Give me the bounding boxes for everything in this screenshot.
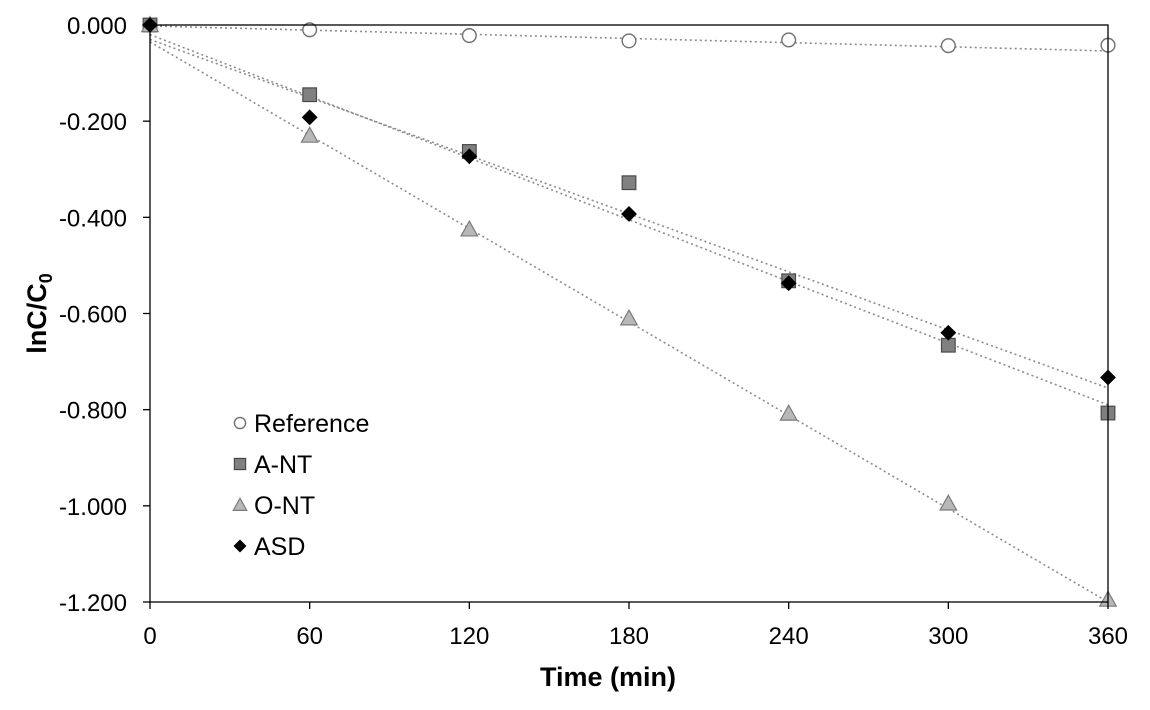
x-tick-label: 180 [609,623,649,650]
data-point-o-nt [619,308,639,326]
legend-marker-a-nt [233,457,247,471]
data-point-a-nt [621,175,637,191]
data-point-reference [940,38,956,54]
legend-label-a-nt: A-NT [254,451,312,479]
data-point-reference [621,33,637,49]
data-point-asd [621,206,637,222]
data-point-asd [940,324,957,341]
x-tick-label: 240 [769,623,809,650]
x-tick-label: 360 [1088,623,1128,650]
data-point-reference [461,28,477,44]
data-point-a-nt [302,87,318,103]
data-point-asd [461,148,478,165]
y-axis-title-main: lnC/C [22,283,52,354]
x-tick-label: 300 [928,623,968,650]
legend-marker-asd [233,539,247,553]
data-point-asd [301,109,318,126]
legend-label-reference: Reference [254,410,369,438]
x-axis-title: Time (min) [540,662,676,692]
legend-marker-o-nt [232,497,248,511]
data-point-o-nt [939,493,958,511]
y-tick-label: -1.200 [59,590,127,617]
y-tick-label: -0.800 [59,398,127,425]
y-tick-label: -0.200 [59,109,127,136]
y-tick-label: -1.000 [59,494,127,521]
data-point-asd [780,275,797,292]
legend: Reference A-NT O-NT ASD [232,410,369,561]
data-points [140,15,1118,607]
y-tick-label: 0.000 [67,13,127,40]
data-point-reference [302,22,318,38]
data-point-o-nt [460,219,479,237]
data-point-o-nt [300,126,319,143]
x-tick-label: 60 [296,623,323,650]
legend-label-o-nt: O-NT [254,492,315,520]
data-point-o-nt [779,404,798,421]
x-tick-label: 0 [143,623,156,650]
y-axis-title: lnC/C0 [22,273,56,354]
y-tick-label: -0.600 [59,302,127,329]
y-axis-title-subscript: 0 [36,273,56,283]
y-axis-ticks: 0.000 -0.200 -0.400 -0.600 -0.800 -1.000 -1.20… [59,13,150,617]
y-tick-label: -0.400 [59,205,127,232]
legend-marker-reference [233,416,247,430]
data-point-reference [781,32,797,48]
x-axis-ticks: 0 60 120 180 240 300 360 [143,602,1128,650]
x-tick-label: 120 [449,623,489,650]
legend-label-asd: ASD [254,533,305,561]
